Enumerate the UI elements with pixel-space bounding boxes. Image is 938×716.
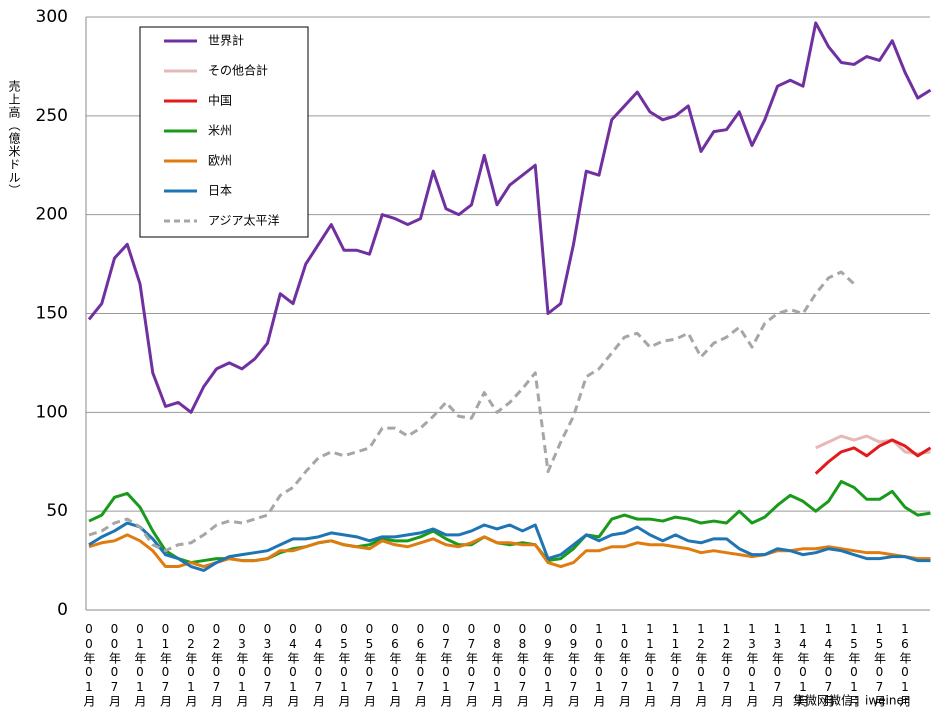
x-tick-label: 05年07月 <box>363 622 377 708</box>
x-tick-label: 10年01月 <box>592 622 606 708</box>
x-tick-label: 07年01月 <box>439 622 453 708</box>
series-line <box>88 270 856 553</box>
y-tick-label: 200 <box>36 205 68 225</box>
y-tick-label: 250 <box>36 106 68 126</box>
x-tick-label: 10年07月 <box>618 622 632 708</box>
legend-label: 中国 <box>208 93 232 108</box>
y-axis-label: 売上高（億米ドル） <box>7 79 21 197</box>
x-tick-label: 09年01月 <box>541 622 555 708</box>
x-tick-label: 05年01月 <box>337 622 351 708</box>
legend-label: アジア太平洋 <box>208 213 280 228</box>
x-tick-label: 04年07月 <box>312 622 326 708</box>
x-tick-label: 12年01月 <box>694 622 708 708</box>
x-tick-label: 01年01月 <box>133 622 147 708</box>
y-tick-label: 150 <box>36 304 68 324</box>
x-tick-label: 11年01月 <box>643 622 657 708</box>
x-tick-label: 16年01月 <box>898 622 912 708</box>
x-tick-label: 02年01月 <box>184 622 198 708</box>
x-tick-label: 01年07月 <box>159 622 173 708</box>
x-tick-label: 07年07月 <box>465 622 479 708</box>
x-tick-label: 03年01月 <box>235 622 249 708</box>
legend-label: 米州 <box>208 124 232 138</box>
x-tick-label: 06年07月 <box>414 622 428 708</box>
legend-label: その他合計 <box>208 63 268 78</box>
x-tick-label: 02年07月 <box>210 622 224 708</box>
x-tick-label: 08年01月 <box>490 622 504 708</box>
legend-label: 欧州 <box>208 154 232 168</box>
x-tick-label: 13年07月 <box>771 622 785 708</box>
x-tick-label: 08年07月 <box>516 622 530 708</box>
x-tick-label: 11年07月 <box>669 622 683 708</box>
series-line <box>88 480 931 565</box>
x-tick-label: 15年07月 <box>873 622 887 708</box>
x-tick-label: 09年07月 <box>567 622 581 708</box>
y-tick-label: 50 <box>46 501 68 521</box>
x-tick-label: 14年01月 <box>796 622 810 708</box>
x-tick-label: 03年07月 <box>261 622 275 708</box>
x-tick-label: 04年01月 <box>286 622 300 708</box>
x-tick-label: 00年07月 <box>108 622 122 708</box>
x-tick-label: 13年01月 <box>745 622 759 708</box>
x-tick-label: 12年07月 <box>720 622 734 708</box>
series-line <box>814 438 932 475</box>
series-line <box>87 21 932 414</box>
x-tick-label: 06年01月 <box>388 622 402 708</box>
watermark: 集微网微信：iweiner <box>793 693 909 708</box>
series-line <box>88 521 931 572</box>
x-tick-label: 00年01月 <box>82 622 96 708</box>
y-tick-label: 300 <box>36 7 68 27</box>
series-line <box>815 434 931 456</box>
legend-label: 世界計 <box>208 33 244 48</box>
x-tick-label: 15年01月 <box>847 622 861 708</box>
y-tick-label: 100 <box>36 402 68 422</box>
legend-label: 日本 <box>208 184 232 198</box>
x-tick-label: 14年07月 <box>822 622 836 708</box>
y-tick-label: 0 <box>57 600 68 620</box>
